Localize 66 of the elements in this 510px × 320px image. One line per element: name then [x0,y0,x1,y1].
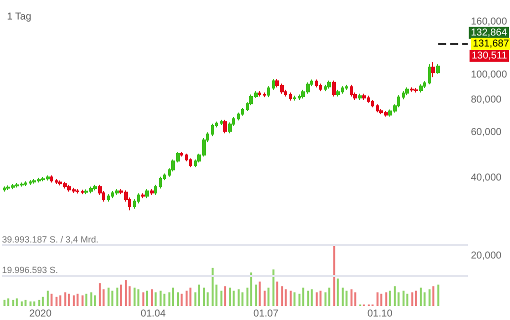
candlestick [410,86,414,92]
candlestick [376,104,379,113]
candlestick [154,184,157,196]
ref-line-label: 131,687 [472,38,510,50]
candlestick [3,186,6,192]
y-tick-label: 40,000 [470,172,502,184]
y-tick-label: 20,000 [470,250,502,262]
candlestick [93,184,97,191]
candlestick [358,93,362,100]
candlestick [332,80,336,97]
candlestick [159,176,162,189]
candlestick [371,99,374,108]
candlestick [423,80,426,88]
candlestick [315,78,318,88]
text: 130,511 [472,50,508,62]
candlestick [115,188,119,196]
y-tick-label: 100,000 [470,69,508,80]
ref-line-label: 19.996.593 S. [2,265,58,276]
candlestick [324,84,327,92]
chart-subtitle: 1 Tag [7,12,32,22]
candlestick [237,112,240,121]
candlestick [414,87,418,93]
candlestick [107,194,110,202]
y-tick-label: 60,000 [470,126,502,138]
x-tick-label: 01.10 [367,308,393,320]
candlestick [211,123,214,137]
candlestick [345,84,348,90]
candlestick [336,89,340,97]
candlestick [298,94,301,100]
y-tick-label: 160,000 [470,16,508,28]
x-tick-label: 01.07 [253,308,279,320]
candlestick [428,64,431,85]
candlestick [405,86,409,96]
candlestick [263,92,266,98]
candlestick [267,86,270,98]
x-tick-label: 2020 [29,308,52,320]
candlestick [220,119,223,126]
candlestick [241,107,244,116]
candlestick [327,80,331,90]
candlestick [55,178,58,184]
candlestick [141,192,145,199]
candlestick [319,83,322,92]
candlestick [81,189,84,195]
candlestick [145,188,149,199]
candlestick [402,90,405,100]
candlestick [272,78,275,90]
candlestick [293,95,296,102]
candlestick [29,180,32,186]
candlestick [223,119,227,134]
candlestick [258,90,261,97]
candlestick [180,152,183,157]
candlestick [289,92,292,102]
candlestick [419,84,423,93]
text: 132,864 [470,27,508,38]
x-tick-label: 01.04 [140,308,166,320]
candlestick [76,188,79,194]
candlestick [189,158,192,168]
candlestick [350,84,353,97]
ref-line-label: 39.993.187 S. / 3,4 Mrd. [2,234,99,245]
candlestick [150,188,154,196]
candlestick [431,62,435,78]
candlestick [24,180,27,187]
y-tick-label: 80,000 [470,94,502,106]
candlestick [50,174,53,183]
candlestick [436,64,440,74]
candlestick [362,93,366,100]
